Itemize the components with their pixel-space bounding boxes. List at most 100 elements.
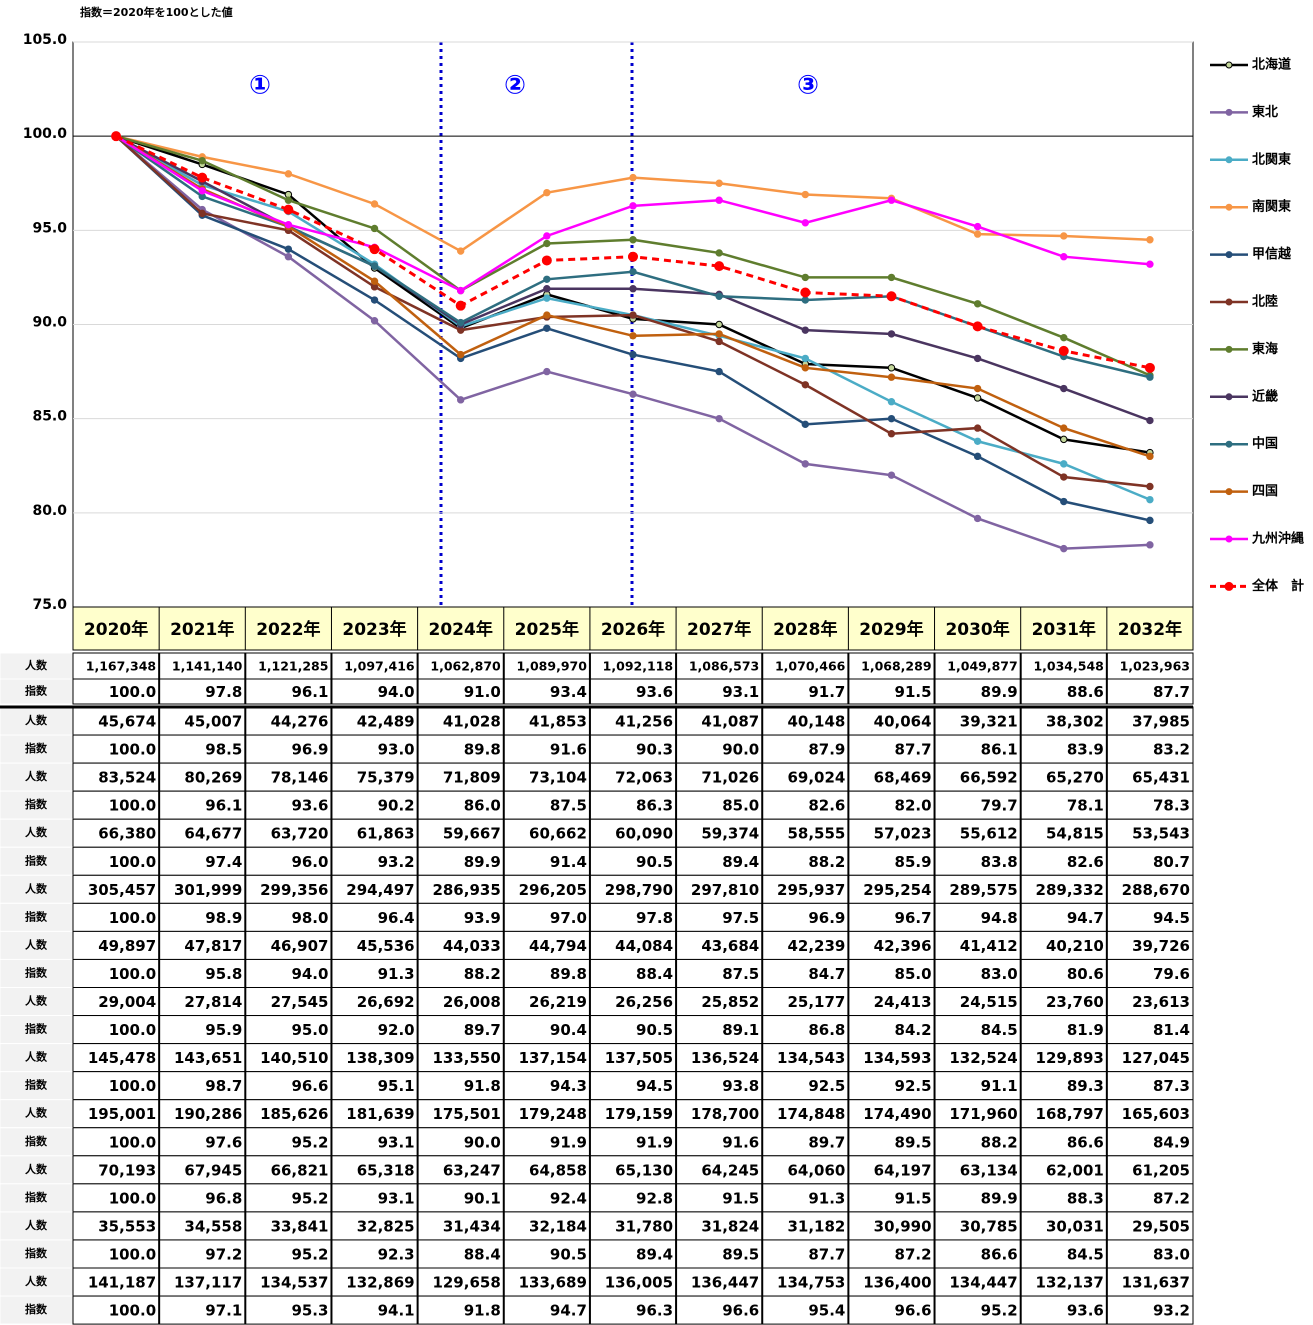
point bbox=[887, 273, 896, 282]
population-cell: 136,005 bbox=[605, 1274, 673, 1292]
row bbox=[72, 678, 1194, 705]
point bbox=[1146, 416, 1154, 425]
population-cell: 63,134 bbox=[960, 1161, 1018, 1179]
row bbox=[72, 1295, 1194, 1325]
index-cell: 87.5 bbox=[550, 797, 587, 815]
index-cell: 95.2 bbox=[291, 1133, 328, 1151]
index-cell: 81.9 bbox=[1067, 1021, 1104, 1039]
index-cell: 85.0 bbox=[895, 965, 932, 983]
row-label: 指数 bbox=[25, 741, 48, 755]
index-cell: 89.5 bbox=[722, 1245, 759, 1263]
index-cell: 94.7 bbox=[550, 1302, 587, 1320]
point bbox=[973, 230, 982, 238]
index-cell: 96.6 bbox=[895, 1302, 932, 1320]
population-cell: 83,524 bbox=[98, 769, 156, 787]
point bbox=[629, 202, 637, 210]
point bbox=[284, 253, 293, 261]
legend-marker bbox=[1224, 581, 1234, 591]
row-label-cell bbox=[0, 678, 74, 705]
index-cell: 100.0 bbox=[109, 853, 156, 871]
population-cell: 27,814 bbox=[184, 993, 242, 1011]
index-cell: 93.6 bbox=[636, 683, 673, 701]
index-cell: 91.6 bbox=[550, 741, 587, 759]
population-cell: 53,543 bbox=[1132, 825, 1190, 843]
point bbox=[973, 354, 982, 363]
point bbox=[1058, 345, 1069, 356]
row-label: 人数 bbox=[25, 937, 48, 951]
population-cell: 63,720 bbox=[271, 825, 329, 843]
legend-label: 甲信越 bbox=[1252, 246, 1292, 262]
row bbox=[72, 818, 1194, 848]
population-cell: 65,318 bbox=[357, 1161, 415, 1179]
population-cell: 40,148 bbox=[787, 713, 845, 731]
index-cell: 96.6 bbox=[291, 1077, 328, 1095]
index-cell: 98.7 bbox=[205, 1077, 242, 1095]
population-cell: 1,097,416 bbox=[344, 659, 415, 674]
population-cell: 64,677 bbox=[184, 825, 242, 843]
index-cell: 94.5 bbox=[636, 1077, 673, 1095]
population-cell: 64,245 bbox=[701, 1161, 759, 1179]
point bbox=[1060, 544, 1068, 553]
population-cell: 24,515 bbox=[960, 993, 1018, 1011]
index-cell: 95.2 bbox=[981, 1302, 1018, 1320]
point bbox=[1060, 232, 1068, 240]
index-cell: 91.5 bbox=[722, 1189, 759, 1207]
point bbox=[801, 190, 810, 199]
y-tick-label: 75.0 bbox=[32, 597, 67, 613]
index-cell: 90.5 bbox=[550, 1245, 587, 1263]
index-cell: 93.4 bbox=[550, 683, 587, 701]
point bbox=[1060, 473, 1068, 481]
index-cell: 89.4 bbox=[722, 853, 759, 871]
population-cell: 61,863 bbox=[357, 825, 415, 843]
index-cell: 89.7 bbox=[808, 1133, 845, 1151]
population-cell: 64,060 bbox=[787, 1161, 845, 1179]
index-cell: 86.1 bbox=[981, 741, 1018, 759]
index-cell: 89.8 bbox=[550, 965, 587, 983]
point bbox=[1060, 253, 1068, 261]
index-cell: 90.5 bbox=[636, 853, 673, 871]
population-cell: 67,945 bbox=[184, 1161, 242, 1179]
legend-marker bbox=[1225, 393, 1233, 401]
population-cell: 66,821 bbox=[271, 1161, 329, 1179]
legend-label: 北関東 bbox=[1252, 151, 1291, 167]
index-cell: 87.7 bbox=[1153, 683, 1190, 701]
index-cell: 88.2 bbox=[808, 853, 845, 871]
row-label: 人数 bbox=[25, 1106, 48, 1120]
point bbox=[1060, 435, 1068, 444]
legend-label: 北陸 bbox=[1252, 294, 1278, 310]
point bbox=[715, 292, 723, 300]
legend-marker bbox=[1225, 345, 1233, 353]
index-cell: 100.0 bbox=[109, 1021, 156, 1039]
point bbox=[543, 188, 551, 197]
index-cell: 93.6 bbox=[291, 797, 328, 815]
population-cell: 45,536 bbox=[357, 937, 415, 955]
x-tick-label: 2032年 bbox=[1118, 619, 1182, 640]
row-label: 指数 bbox=[25, 1078, 48, 1092]
index-cell: 89.9 bbox=[464, 853, 501, 871]
population-cell: 30,990 bbox=[874, 1217, 932, 1235]
population-cell: 138,309 bbox=[346, 1049, 414, 1067]
population-cell: 44,084 bbox=[615, 937, 673, 955]
index-cell: 97.4 bbox=[205, 853, 242, 871]
index-cell: 78.3 bbox=[1153, 797, 1190, 815]
population-cell: 31,182 bbox=[787, 1217, 845, 1235]
index-cell: 94.1 bbox=[378, 1302, 415, 1320]
index-cell: 89.1 bbox=[722, 1021, 759, 1039]
row-label: 指数 bbox=[25, 797, 48, 811]
point bbox=[455, 300, 466, 311]
point bbox=[1146, 482, 1154, 491]
point bbox=[370, 277, 379, 285]
point bbox=[456, 350, 465, 359]
row-label: 人数 bbox=[25, 1050, 48, 1064]
index-cell: 91.7 bbox=[808, 683, 845, 701]
population-cell: 131,637 bbox=[1122, 1274, 1190, 1292]
x-tick-label: 2031年 bbox=[1032, 619, 1096, 640]
point bbox=[973, 300, 982, 308]
population-cell: 41,087 bbox=[701, 713, 759, 731]
x-tick-label: 2024年 bbox=[429, 619, 493, 640]
population-cell: 46,907 bbox=[271, 937, 329, 955]
y-tick-label: 95.0 bbox=[32, 220, 67, 236]
x-tick-label: 2030年 bbox=[945, 619, 1009, 640]
legend-label: 全体 計 bbox=[1251, 578, 1304, 594]
index-cell: 81.4 bbox=[1153, 1021, 1190, 1039]
